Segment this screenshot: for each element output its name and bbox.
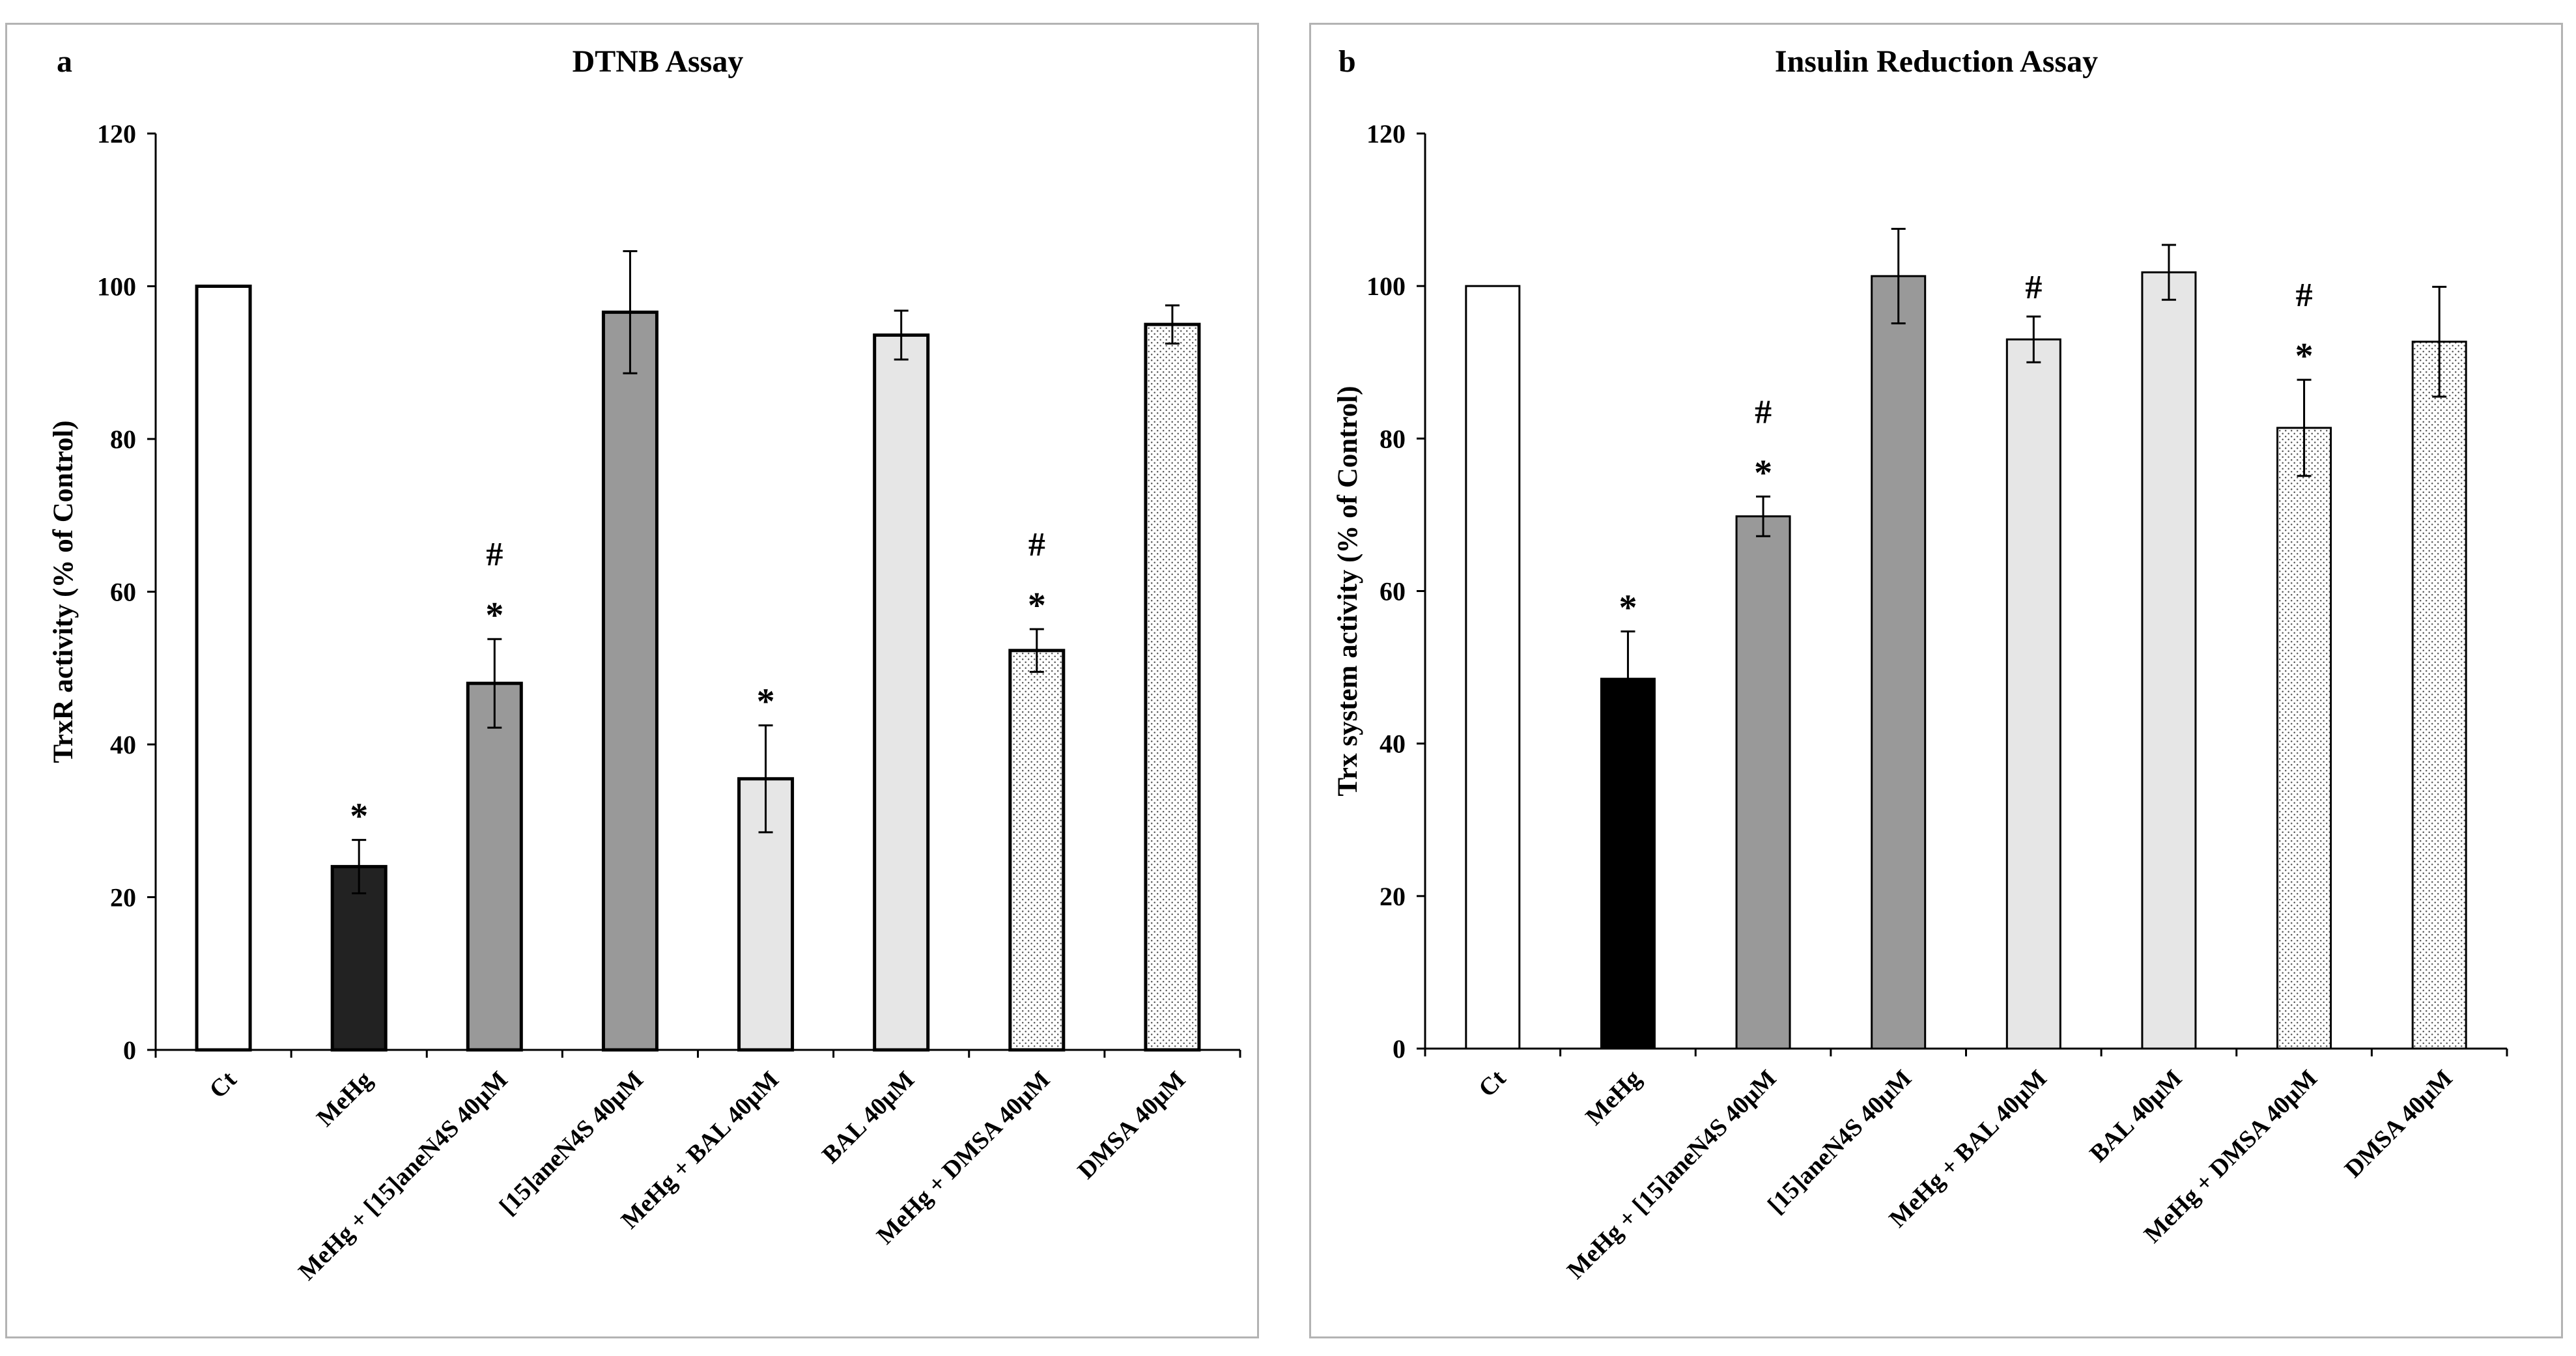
- bar: [601, 310, 658, 1052]
- y-tick-label: 0: [123, 1036, 136, 1065]
- x-tick-label: MeHg: [1580, 1065, 1646, 1131]
- panel-label: a: [57, 44, 72, 79]
- bar: [195, 285, 252, 1052]
- x-tick-label: BAL 40µM: [817, 1066, 920, 1169]
- significance-mark: *: [757, 682, 775, 722]
- bar: [873, 333, 930, 1052]
- y-tick-label: 20: [1380, 882, 1406, 911]
- bar: [2411, 341, 2467, 1050]
- x-tick-label: Ct: [1473, 1064, 1511, 1102]
- chart-a: a DTNB Assay TrxR activity (% of Control) 0…: [48, 44, 1241, 1286]
- significance-mark: #: [1028, 526, 1045, 563]
- panel-b-insulin-reduction-assay: b Insulin Reduction Assay Trx system activ…: [1309, 23, 2563, 1338]
- significance-mark: *: [350, 797, 368, 837]
- y-tick-label: 80: [1380, 424, 1406, 453]
- y-tick-label: 100: [1366, 272, 1406, 301]
- significance-mark: #: [2025, 269, 2042, 306]
- y-axis-label: TrxR activity (% of Control): [48, 420, 79, 763]
- x-tick-label: [15]aneN4S 40µM: [1762, 1065, 1917, 1219]
- chart-title: DTNB Assay: [573, 44, 744, 79]
- significance-mark: *: [1619, 588, 1637, 629]
- x-tick-label: Ct: [204, 1066, 242, 1103]
- significance-mark: *: [1754, 453, 1772, 493]
- significance-mark: *: [2295, 336, 2314, 376]
- bar: [2276, 427, 2332, 1050]
- chart-title: Insulin Reduction Assay: [1775, 44, 2098, 79]
- significance-mark: *: [1028, 586, 1046, 626]
- bar: [2141, 271, 2197, 1050]
- x-tick-label: DMSA 40µM: [1073, 1066, 1191, 1185]
- y-tick-label: 80: [110, 425, 136, 454]
- significance-mark: #: [2296, 277, 2313, 314]
- bar: [466, 681, 523, 1052]
- bar: [1735, 515, 1791, 1050]
- y-tick-label: 60: [1380, 577, 1406, 606]
- bar: [1600, 677, 1656, 1050]
- bar: [1465, 285, 1521, 1050]
- significance-mark: #: [486, 536, 503, 573]
- significance-mark: #: [1755, 393, 1772, 431]
- bar: [1871, 275, 1927, 1050]
- x-tick-label: BAL 40µM: [2084, 1065, 2187, 1168]
- panel-a-dtnb-assay: a DTNB Assay TrxR activity (% of Control) 0…: [5, 23, 1259, 1338]
- x-tick-label: [15]aneN4S 40µM: [494, 1066, 649, 1221]
- y-tick-label: 20: [110, 883, 136, 912]
- panel-label: b: [1338, 44, 1356, 79]
- y-tick-label: 0: [1393, 1034, 1406, 1064]
- y-axis-label: Trx system activity (% of Control): [1333, 386, 1363, 796]
- y-tick-label: 120: [1366, 119, 1406, 148]
- x-tick-label: DMSA 40µM: [2340, 1065, 2458, 1183]
- bar: [1144, 322, 1201, 1052]
- y-tick-label: 60: [110, 578, 136, 607]
- significance-mark: *: [485, 595, 503, 636]
- bar: [2005, 338, 2061, 1050]
- chart-b: b Insulin Reduction Assay Trx system activ…: [1333, 44, 2508, 1284]
- y-tick-label: 100: [97, 272, 136, 302]
- bar: [1008, 649, 1066, 1052]
- y-tick-label: 120: [97, 119, 136, 148]
- y-tick-label: 40: [110, 730, 136, 759]
- x-tick-label: MeHg: [311, 1066, 377, 1132]
- y-tick-label: 40: [1380, 729, 1406, 759]
